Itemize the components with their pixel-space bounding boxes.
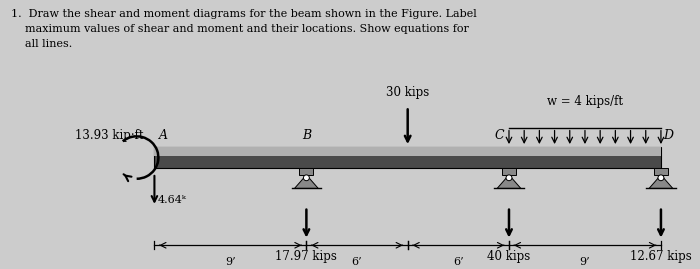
Text: 9’: 9’ (225, 257, 236, 267)
FancyBboxPatch shape (155, 147, 661, 157)
Circle shape (506, 175, 512, 181)
Text: 30 kips: 30 kips (386, 86, 429, 99)
Polygon shape (649, 175, 673, 188)
Text: 1.  Draw the shear and moment diagrams for the beam shown in the Figure. Label
 : 1. Draw the shear and moment diagrams fo… (11, 9, 477, 49)
Text: C: C (494, 129, 504, 142)
Polygon shape (295, 175, 318, 188)
Bar (300, 168, 314, 175)
Text: 12.67 kips: 12.67 kips (630, 250, 692, 263)
Text: 17.97 kips: 17.97 kips (275, 250, 337, 263)
Circle shape (303, 175, 309, 181)
Bar (502, 168, 516, 175)
Text: A: A (160, 129, 169, 142)
Text: D: D (663, 129, 673, 142)
Text: w = 4 kips/ft: w = 4 kips/ft (547, 95, 623, 108)
Polygon shape (497, 175, 521, 188)
Text: 40 kips: 40 kips (487, 250, 531, 263)
Text: 6’: 6’ (351, 257, 363, 267)
Text: 6’: 6’ (453, 257, 463, 267)
FancyBboxPatch shape (155, 147, 661, 168)
Text: 4.64ᵏ: 4.64ᵏ (158, 195, 186, 205)
Text: B: B (302, 129, 311, 142)
Text: 9’: 9’ (580, 257, 590, 267)
Bar (654, 168, 668, 175)
Text: 13.93 kip·ft: 13.93 kip·ft (76, 129, 144, 142)
Circle shape (658, 175, 664, 181)
